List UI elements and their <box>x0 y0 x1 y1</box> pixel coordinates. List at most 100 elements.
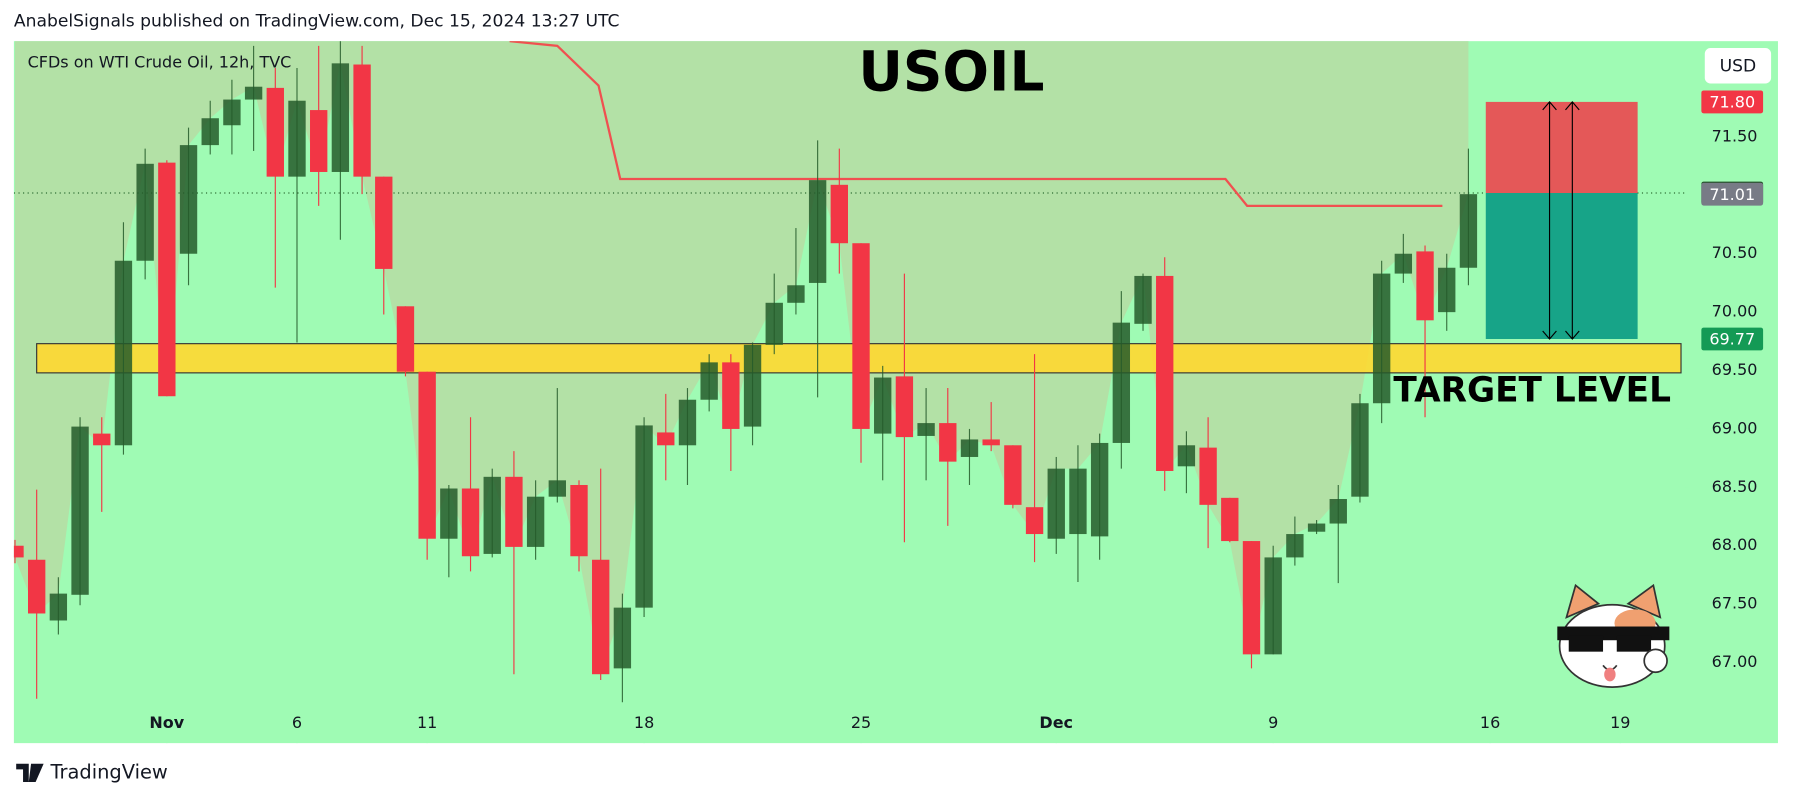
price-badge <box>1701 182 1764 206</box>
x-tick-label: 9 <box>1268 713 1278 732</box>
overlay: 67.00 67.50 68.00 68.50 69.00 69.50 70.00 70.50… <box>149 90 1764 744</box>
tradingview-logo <box>16 763 44 782</box>
candle-body <box>1394 253 1413 274</box>
candle-body <box>461 488 480 557</box>
candle-body <box>939 423 957 462</box>
candle-body <box>808 180 827 283</box>
candle-body <box>1459 194 1478 268</box>
candle-body <box>1047 468 1065 539</box>
y-tick-label: 68.00 <box>1712 535 1758 554</box>
candle-body <box>982 439 1000 446</box>
candle-body <box>396 306 415 372</box>
price-badge-label: 69.77 <box>1709 330 1755 349</box>
candle-body <box>635 425 653 608</box>
candle-body <box>570 484 588 557</box>
candle-body <box>722 362 740 429</box>
candle-body <box>657 432 675 446</box>
candle-body <box>1438 267 1456 313</box>
candle-body <box>1177 445 1196 467</box>
candle-body <box>1156 275 1174 471</box>
candle-body <box>27 559 46 614</box>
candle-body <box>505 476 523 547</box>
candle-body <box>483 476 501 554</box>
candle-body <box>1199 447 1217 505</box>
candle-body <box>71 426 89 595</box>
candle-body <box>678 399 697 446</box>
chart-title: USOIL <box>858 40 1044 104</box>
candle-body <box>1416 251 1434 321</box>
candle-body <box>1351 403 1369 497</box>
candle-body <box>310 110 328 172</box>
x-tick-label: Nov <box>149 713 184 732</box>
candle-body <box>1286 534 1304 558</box>
candle-body <box>1112 322 1131 443</box>
y-tick-label: 69.50 <box>1712 360 1758 379</box>
candle-body <box>592 559 610 675</box>
candle-body <box>158 162 176 397</box>
candle-body <box>223 99 241 126</box>
currency-box[interactable] <box>1704 48 1772 84</box>
candle-body <box>136 163 154 261</box>
candle-body <box>266 87 284 177</box>
candle-body <box>1372 273 1391 404</box>
candle-body <box>765 302 783 345</box>
range-arrow <box>1565 101 1580 340</box>
x-tick-label: Dec <box>1039 713 1073 732</box>
candle-body <box>288 100 306 177</box>
range-arrow <box>1542 101 1557 340</box>
price-badge <box>1701 90 1764 114</box>
plot-area <box>13 41 1686 703</box>
candle-body <box>1069 468 1087 535</box>
candle-body <box>1221 497 1239 542</box>
x-tick-label: 18 <box>634 713 654 732</box>
candle-body <box>874 377 892 434</box>
x-tick-label: 19 <box>1610 713 1630 732</box>
candle-body <box>700 362 718 400</box>
footer-brand: TradingView <box>49 760 167 783</box>
candle-body <box>1307 523 1326 532</box>
publish-header: AnabelSignals published on TradingView.c… <box>14 12 620 32</box>
candle-body <box>743 344 762 427</box>
candle-body <box>548 480 566 497</box>
candle-body <box>418 371 436 539</box>
candle-body <box>244 86 263 100</box>
candle-body <box>114 260 133 446</box>
y-tick-label: 68.50 <box>1712 477 1758 496</box>
currency-label[interactable]: USD <box>1720 56 1757 76</box>
candle-body <box>787 285 805 303</box>
candle-body <box>440 488 458 539</box>
candle-body <box>960 439 979 457</box>
y-tick-label: 70.00 <box>1712 302 1758 321</box>
candle-body <box>1264 557 1282 655</box>
loss-zone <box>1485 101 1638 193</box>
y-tick-label: 70.50 <box>1712 243 1758 262</box>
x-tick-label: 11 <box>417 713 437 732</box>
candle-body <box>375 176 393 269</box>
candle-body <box>1025 507 1044 535</box>
y-tick-label: 67.50 <box>1712 594 1758 613</box>
x-tick-label: 6 <box>292 713 302 732</box>
candle-body <box>895 376 914 438</box>
candle-body <box>613 607 632 669</box>
candle-body <box>1134 275 1152 324</box>
candle-body <box>179 145 198 254</box>
candle-body <box>49 593 68 621</box>
chart-subtitle: CFDs on WTI Crude Oil, 12h, TVC <box>28 52 292 71</box>
candle-body <box>1004 445 1022 505</box>
y-tick-label: 71.50 <box>1712 126 1758 145</box>
candle-body <box>852 243 870 429</box>
candle-body <box>201 118 219 146</box>
candle-body <box>1090 442 1109 537</box>
candle-body <box>526 496 545 547</box>
price-badge-label: 71.80 <box>1709 93 1755 112</box>
candle-body <box>1329 499 1347 524</box>
candle-body <box>917 423 935 436</box>
candle-body <box>353 64 371 177</box>
x-tick-label: 25 <box>851 713 871 732</box>
candle-body <box>13 545 24 558</box>
price-badge <box>1701 327 1764 351</box>
candle-body <box>1242 541 1261 655</box>
candle-body <box>331 63 350 172</box>
